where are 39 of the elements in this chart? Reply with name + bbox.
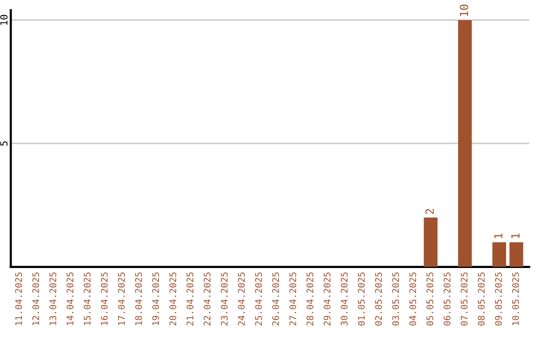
- x-tick-label: 23.04.2025: [220, 272, 228, 326]
- x-tick-label: 14.04.2025: [66, 272, 74, 326]
- bar: [492, 242, 506, 267]
- x-tick-label: 02.05.2025: [375, 272, 382, 326]
- y-tick-label: 5: [0, 141, 8, 146]
- data-label: 1: [511, 234, 520, 238]
- x-tick-label: 09.05.2025: [495, 272, 502, 326]
- bar: [424, 218, 438, 267]
- data-label: 2: [426, 209, 434, 214]
- x-tick-label: 17.04.2025: [118, 272, 125, 326]
- x-tick-label: 04.05.2025: [409, 272, 416, 326]
- x-tick-label: 16.04.2025: [100, 272, 108, 326]
- x-tick-label: 06.05.2025: [444, 272, 450, 326]
- data-label: 10: [460, 4, 468, 16]
- x-tick-label: 11.04.2025: [15, 272, 22, 326]
- x-tick-label: 03.05.2025: [392, 272, 400, 326]
- x-tick-label: 20.04.2025: [169, 272, 176, 326]
- x-tick-label: 26.04.2025: [272, 272, 280, 326]
- x-tick-label: 24.04.2025: [238, 272, 245, 326]
- x-tick-label: 30.04.2025: [340, 272, 348, 326]
- bar: [458, 20, 472, 267]
- x-tick-label: 19.04.2025: [152, 272, 160, 326]
- x-tick-label: 28.04.2025: [306, 272, 314, 326]
- x-tick-label: 10.05.2025: [512, 272, 519, 326]
- x-tick-label: 13.04.2025: [49, 272, 56, 326]
- bar: [509, 242, 524, 267]
- x-tick-label: 15.04.2025: [84, 272, 91, 326]
- x-tick-label: 22.04.2025: [204, 272, 211, 326]
- x-tick-label: 05.05.2025: [426, 272, 434, 326]
- x-tick-label: 07.05.2025: [460, 272, 468, 326]
- x-tick-label: 27.04.2025: [289, 272, 296, 326]
- x-tick-label: 29.04.2025: [324, 272, 330, 326]
- x-tick-label: 01.05.2025: [358, 272, 365, 326]
- x-tick-label: 18.04.2025: [135, 272, 142, 326]
- x-tick-label: 21.04.2025: [186, 272, 194, 326]
- x-tick-label: 12.04.2025: [32, 272, 40, 326]
- x-tick-label: 25.04.2025: [255, 272, 262, 326]
- data-label: 1: [494, 234, 502, 238]
- x-tick-label: 08.05.2025: [478, 272, 485, 326]
